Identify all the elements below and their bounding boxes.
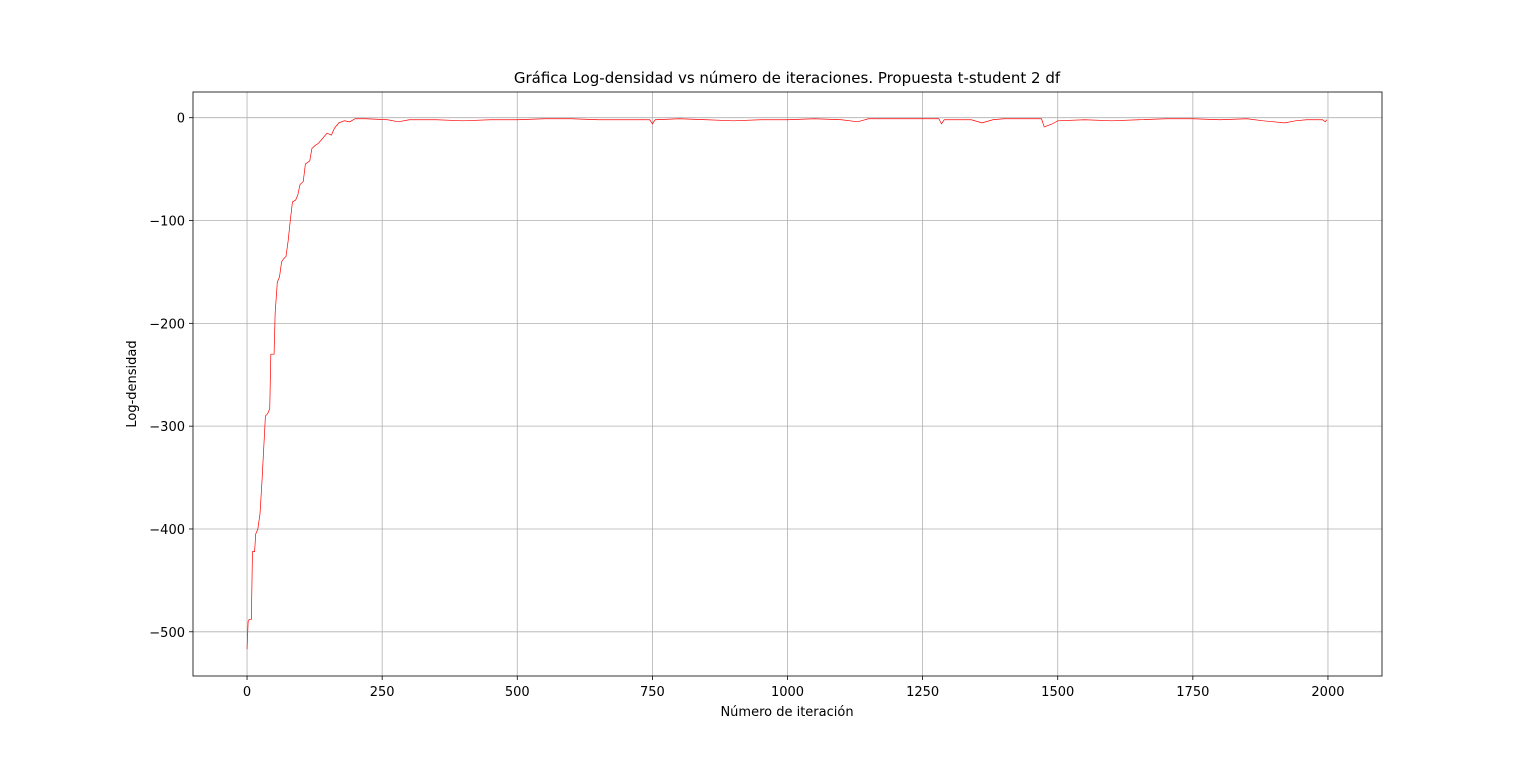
y-axis-label: Log-densidad: [125, 340, 140, 427]
x-tick-label: 1250: [906, 685, 939, 700]
y-tick-label: −200: [149, 317, 185, 332]
x-tick-label: 750: [640, 685, 665, 700]
y-tick-label: −300: [149, 420, 185, 435]
x-axis-label: Número de iteración: [720, 705, 853, 720]
data-line: [246, 118, 1328, 650]
y-tick-label: −400: [149, 523, 185, 538]
x-tick-label: 1000: [771, 685, 804, 700]
x-tick-label: 500: [505, 685, 530, 700]
x-tick-label: 250: [370, 685, 395, 700]
x-tick-label: 1500: [1041, 685, 1074, 700]
x-tick-label: 1750: [1176, 685, 1209, 700]
x-tick-label: 2000: [1311, 685, 1344, 700]
plot-frame: [192, 91, 1383, 677]
chart-title: Gráfica Log-densidad vs número de iterac…: [514, 69, 1061, 87]
y-tick-label: −500: [149, 626, 185, 641]
x-tick-label: 0: [243, 685, 251, 700]
y-tick-label: −100: [149, 215, 185, 230]
y-tick-label: 0: [177, 112, 185, 127]
